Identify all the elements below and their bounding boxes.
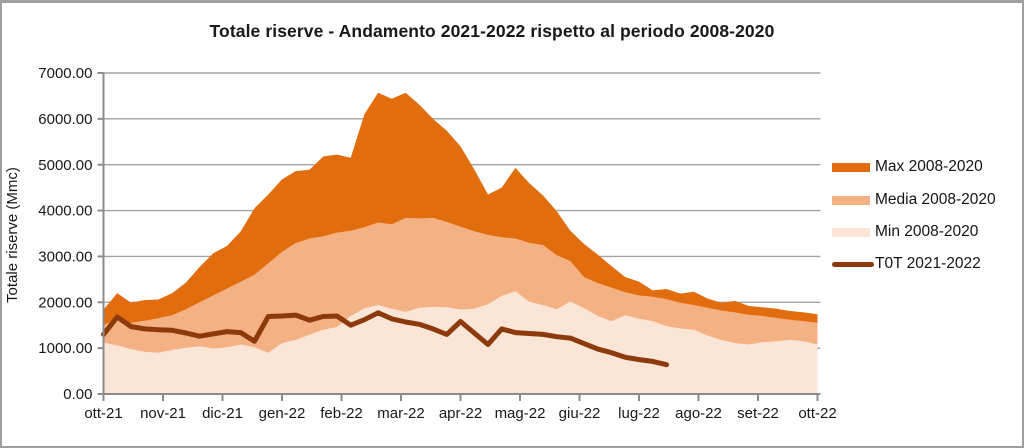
chart-title: Totale riserve - Andamento 2021-2022 ris… (209, 21, 775, 41)
tot-line-group (101, 310, 669, 368)
x-tick-label: dic-21 (202, 405, 243, 422)
legend-item-media: Media 2008-2020 (832, 190, 996, 210)
y-tick-label: 4000.00 (38, 203, 92, 220)
y-tick-label: 3000.00 (38, 249, 92, 266)
min-series-swatch (832, 227, 870, 237)
x-tick-label: gen-22 (259, 405, 306, 422)
y-tick-label: 2000.00 (38, 294, 92, 311)
x-tick-labels: ott-21 nov-21 dic-21 gen-22 feb-22 mar-22 apr-… (84, 405, 836, 422)
y-tick-labels: 0.00 1000.00 2000.00 3000.00 4000.00 5000.00 6… (38, 65, 92, 403)
legend-item-min: Min 2008-2020 (832, 222, 978, 242)
x-tick-label: mar-22 (377, 405, 425, 422)
x-tick-label: apr-22 (439, 405, 482, 422)
legend-item-tot: T0T 2021-2022 (832, 254, 981, 274)
max-series-swatch (832, 162, 870, 172)
area-series-min (103, 291, 818, 394)
x-tick-label: lug-22 (618, 405, 660, 422)
media-series-swatch (832, 195, 870, 205)
area-series-group (103, 92, 818, 394)
tot-series-swatch (832, 261, 874, 267)
x-tick-label: ott-22 (798, 405, 836, 422)
x-tick-label: set-22 (737, 405, 779, 422)
x-tick-label: nov-21 (140, 405, 186, 422)
legend-item-max: Max 2008-2020 (832, 157, 983, 177)
y-tick-label: 1000.00 (38, 340, 92, 357)
y-tick-label: 0.00 (63, 386, 92, 403)
axes (97, 72, 821, 401)
tot-line (101, 310, 669, 368)
x-tick-label: giu-22 (559, 405, 601, 422)
plot-area: 0.00 1000.00 2000.00 3000.00 4000.00 5000.00 6… (38, 65, 836, 422)
x-tick-label: mag-22 (495, 405, 546, 422)
legend-label-max: Max 2008-2020 (875, 158, 983, 175)
x-tick-label: ago-22 (675, 405, 722, 422)
legend-label-media: Media 2008-2020 (875, 191, 996, 208)
y-tick-label: 5000.00 (38, 157, 92, 174)
y-tick-label: 7000.00 (38, 65, 92, 82)
x-tick-label: ott-21 (84, 405, 122, 422)
legend-label-min: Min 2008-2020 (875, 223, 979, 240)
y-tick-label: 6000.00 (38, 111, 92, 128)
x-tick-label: feb-22 (320, 405, 363, 422)
legend-label-tot: T0T 2021-2022 (875, 255, 981, 272)
